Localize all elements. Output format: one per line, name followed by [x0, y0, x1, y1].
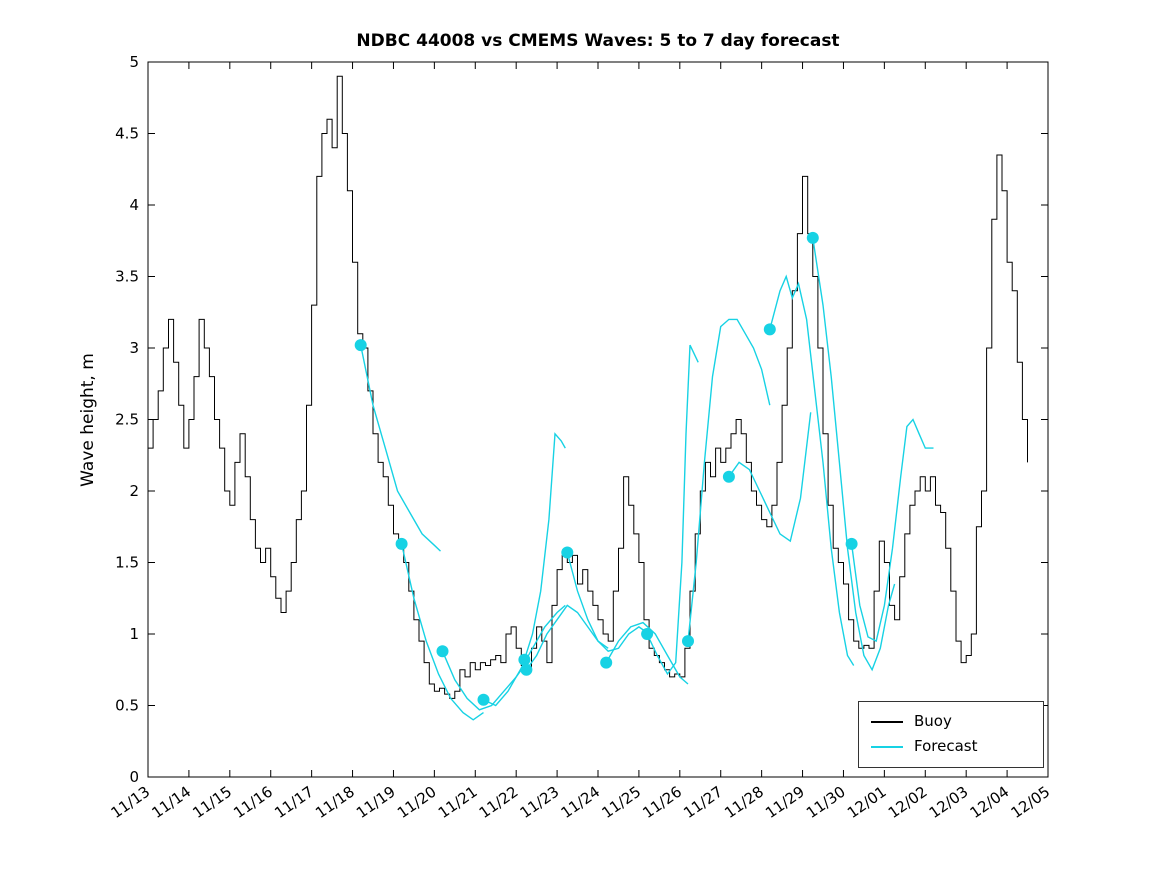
- legend: Buoy Forecast: [858, 701, 1044, 768]
- x-tick-label: 12/04: [967, 783, 1013, 823]
- x-tick-label: 12/02: [885, 783, 931, 823]
- forecast-start-marker: [722, 470, 735, 483]
- x-tick-label: 11/14: [148, 783, 194, 823]
- forecast-start-marker: [354, 339, 367, 352]
- y-tick-label: 4: [129, 196, 139, 214]
- forecast-start-marker: [477, 693, 490, 706]
- x-tick-label: 11/24: [558, 783, 604, 823]
- x-tick-label: 11/15: [189, 783, 235, 823]
- legend-entry-forecast: Forecast: [859, 734, 1043, 759]
- x-tick-label: 11/22: [476, 783, 522, 823]
- y-tick-label: 1.5: [115, 554, 139, 572]
- forecast-line-sample: [871, 745, 903, 748]
- forecast-line: [525, 604, 609, 671]
- x-tick-label: 11/27: [680, 783, 726, 823]
- forecast-line: [523, 432, 566, 660]
- y-tick-label: 3: [129, 339, 139, 357]
- forecast-start-marker: [682, 635, 694, 648]
- x-tick-label: 11/26: [639, 783, 685, 823]
- legend-label-forecast: Forecast: [914, 737, 978, 755]
- forecast-start-marker: [436, 645, 449, 658]
- y-tick-label: 2.5: [115, 411, 139, 429]
- x-tick-label: 11/16: [230, 783, 276, 823]
- forecast-start-marker: [845, 537, 858, 550]
- forecast-start-marker: [600, 656, 613, 669]
- y-tick-label: 4.5: [115, 125, 139, 143]
- forecast-line: [400, 543, 484, 721]
- forecast-start-marker: [518, 653, 531, 666]
- forecast-line: [850, 418, 934, 643]
- x-tick-label: 12/05: [1008, 783, 1054, 823]
- x-tick-label: 11/19: [353, 783, 399, 823]
- x-tick-label: 11/30: [803, 783, 849, 823]
- chart-title: NDBC 44008 vs CMEMS Waves: 5 to 7 day fo…: [356, 31, 840, 51]
- y-tick-label: 2: [129, 482, 139, 500]
- forecast-line: [646, 344, 699, 676]
- buoy-line-sample: [871, 720, 903, 723]
- x-tick-label: 11/23: [517, 783, 563, 823]
- forecast-line: [605, 621, 689, 685]
- forecast-start-marker: [395, 537, 408, 550]
- forecast-line: [360, 344, 441, 552]
- x-tick-label: 11/20: [394, 783, 440, 823]
- y-tick-label: 0.5: [115, 697, 139, 715]
- y-axis-label: Wave height, m: [78, 353, 98, 487]
- x-tick-label: 11/25: [598, 783, 644, 823]
- x-tick-label: 12/03: [926, 783, 972, 823]
- forecast-start-marker: [763, 323, 776, 336]
- forecast-line: [687, 318, 771, 642]
- x-tick-label: 11/21: [435, 783, 481, 823]
- legend-entry-buoy: Buoy: [859, 709, 1043, 734]
- buoy-line: [148, 75, 1028, 699]
- forecast-line: [812, 237, 896, 672]
- forecast-start-marker: [520, 663, 533, 676]
- forecast-start-marker: [806, 231, 819, 244]
- legend-label-buoy: Buoy: [914, 712, 952, 730]
- forecast-line: [566, 552, 650, 652]
- x-tick-label: 11/18: [312, 783, 358, 823]
- x-tick-label: 11/29: [762, 783, 808, 823]
- x-tick-label: 12/01: [844, 783, 890, 823]
- forecast-start-marker: [641, 628, 654, 640]
- y-tick-label: 3.5: [115, 268, 139, 286]
- forecast-line: [728, 412, 812, 543]
- y-tick-label: 1: [129, 625, 139, 643]
- y-tick-label: 5: [129, 53, 139, 71]
- forecast-line: [769, 274, 855, 666]
- x-tick-label: 11/17: [271, 783, 317, 823]
- y-tick-label: 0: [129, 768, 139, 786]
- x-tick-label: 11/28: [721, 783, 767, 823]
- x-tick-label: 11/13: [108, 783, 154, 823]
- forecast-start-marker: [561, 546, 574, 559]
